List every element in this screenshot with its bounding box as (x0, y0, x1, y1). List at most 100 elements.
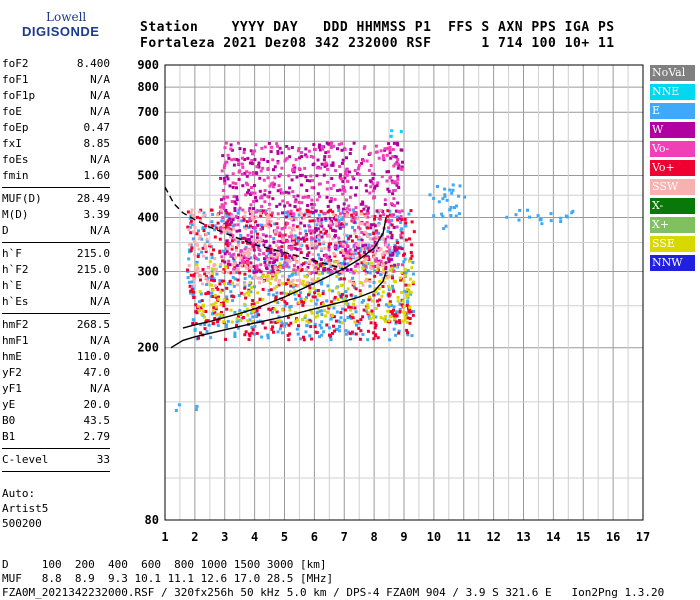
echo-point (386, 243, 390, 247)
echo-point (349, 257, 353, 261)
echo-point (285, 302, 289, 306)
echo-point (242, 259, 246, 263)
echo-point (436, 185, 439, 188)
echo-point (352, 285, 356, 289)
echo-point (326, 150, 330, 154)
echo-point (410, 334, 414, 338)
echo-point (300, 183, 303, 187)
echo-point (327, 288, 331, 292)
echo-point (289, 212, 293, 216)
echo-point (321, 147, 325, 151)
echo-point (346, 256, 350, 260)
echo-point (443, 187, 447, 191)
echo-point (378, 208, 382, 212)
echo-point (329, 338, 333, 341)
echo-point (218, 237, 222, 241)
echo-point (235, 238, 239, 242)
echo-point (196, 255, 200, 258)
echo-point (244, 256, 248, 260)
echo-point (302, 335, 305, 339)
echo-point (294, 217, 298, 221)
echo-point (351, 250, 355, 254)
echo-point (195, 311, 199, 315)
echo-point (340, 261, 344, 265)
echo-point (299, 237, 303, 241)
echo-point (372, 255, 376, 259)
echo-point (457, 212, 461, 216)
echo-point (273, 308, 277, 311)
echo-point (394, 265, 398, 268)
echo-point (223, 179, 227, 183)
echo-point (305, 280, 309, 284)
echo-point (328, 336, 332, 340)
echo-point (271, 197, 275, 201)
echo-point (275, 270, 279, 274)
echo-point (274, 255, 278, 259)
echo-point (295, 318, 299, 322)
echo-point (220, 310, 223, 314)
echo-point (250, 162, 254, 165)
echo-point (388, 146, 392, 149)
echo-point (252, 302, 256, 306)
echo-point (225, 224, 229, 228)
y-tick-label: 200 (137, 341, 159, 355)
echo-point (266, 222, 270, 226)
echo-point (251, 305, 255, 308)
echo-point (339, 173, 342, 177)
echo-point (197, 229, 200, 233)
param-row-yf2: yF2 47.0 (2, 365, 110, 381)
echo-point (338, 214, 342, 218)
echo-point (334, 260, 338, 264)
echo-point (403, 315, 407, 319)
echo-point (350, 330, 354, 334)
echo-point (328, 304, 332, 308)
echo-point (358, 221, 362, 225)
echo-point (352, 208, 355, 212)
legend-item-sse: SSE (650, 236, 695, 252)
echo-point (271, 269, 275, 273)
echo-point (223, 163, 227, 167)
echo-point (274, 267, 278, 271)
echo-point (237, 294, 241, 297)
echo-point (305, 267, 309, 271)
echo-point (226, 262, 230, 266)
parameter-panel: foF2 8.400 foF1 N/A foF1p N/A foE N/A foEp 0.47 fx… (2, 56, 110, 475)
param-row-h-es: h`Es N/A (2, 294, 110, 310)
echo-point (236, 223, 240, 227)
echo-point (329, 272, 333, 276)
echo-scatter (174, 129, 575, 412)
echo-point (382, 317, 386, 321)
echo-point (320, 235, 324, 239)
echo-point (377, 303, 381, 307)
echo-point (194, 322, 198, 326)
echo-point (361, 200, 365, 204)
param-row-h-e: h`E N/A (2, 278, 110, 294)
echo-point (518, 208, 522, 212)
echo-point (388, 338, 392, 342)
echo-point (226, 247, 230, 250)
echo-point (192, 290, 195, 294)
echo-point (370, 267, 374, 271)
echo-point (405, 292, 409, 296)
echo-point (287, 274, 291, 278)
echo-point (209, 276, 213, 280)
echo-point (402, 319, 405, 323)
echo-point (196, 271, 200, 274)
x-tick-label: 16 (606, 530, 620, 544)
echo-point (387, 226, 391, 230)
echo-point (220, 313, 224, 316)
echo-point (274, 295, 278, 299)
echo-point (243, 286, 247, 290)
echo-point (318, 293, 322, 297)
echo-point (199, 208, 203, 212)
echo-point (327, 245, 331, 249)
echo-point (388, 209, 392, 213)
echo-point (308, 286, 312, 290)
echo-point (237, 177, 241, 181)
echo-point (340, 240, 344, 244)
echo-point (372, 315, 376, 319)
echo-point (229, 255, 233, 258)
echo-point (275, 142, 279, 146)
echo-point (211, 321, 215, 325)
echo-point (222, 224, 225, 228)
